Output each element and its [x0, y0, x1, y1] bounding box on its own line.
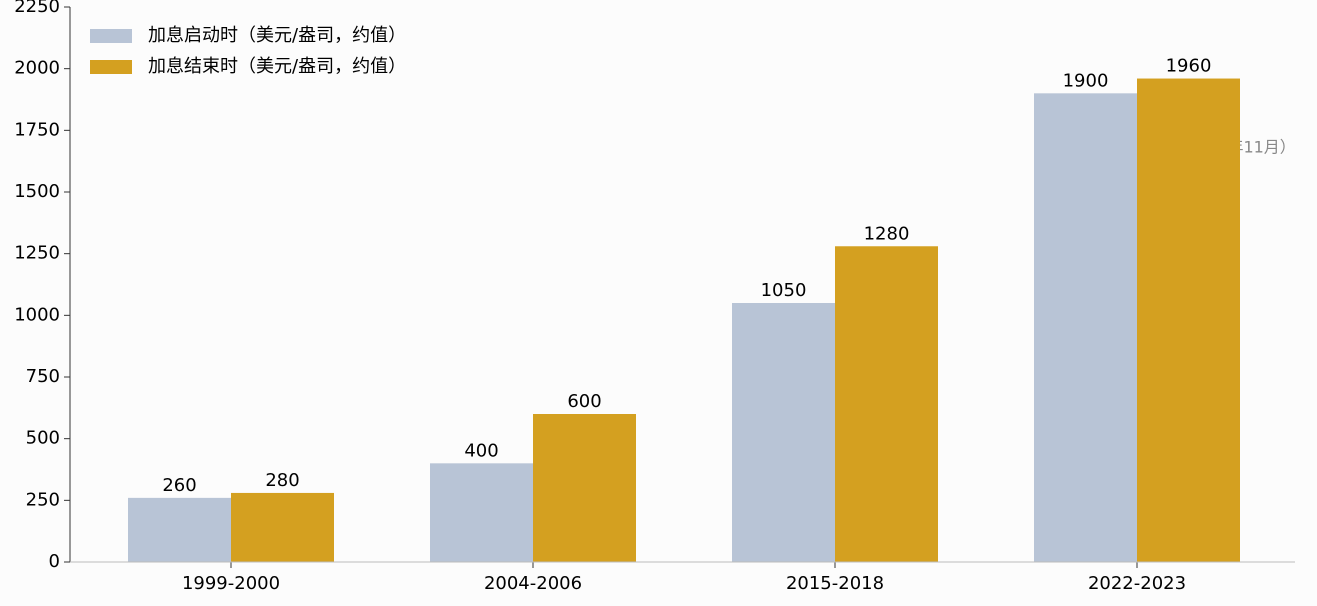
value-label: 1280 — [864, 223, 910, 244]
bar — [430, 463, 533, 562]
y-tick-label: 1500 — [14, 181, 60, 202]
bar — [732, 303, 835, 562]
x-tick-label: 2004-2006 — [484, 573, 582, 594]
y-tick-label: 0 — [49, 551, 60, 572]
bar — [128, 497, 231, 562]
y-tick-label: 750 — [26, 366, 60, 387]
legend-label: 加息结束时（美元/盎司，约值） — [148, 56, 406, 77]
bar — [1137, 78, 1240, 563]
x-tick-label: 2022-2023 — [1088, 573, 1186, 594]
value-label: 1960 — [1166, 56, 1212, 77]
value-label: 1900 — [1063, 70, 1109, 91]
x-tick-label: 2015-2018 — [786, 573, 884, 594]
legend-label: 加息启动时（美元/盎司，约值） — [148, 25, 406, 46]
value-label: 600 — [567, 391, 601, 412]
y-tick-label: 1250 — [14, 243, 60, 264]
bar — [835, 246, 938, 562]
value-label: 280 — [265, 470, 299, 491]
bar — [1034, 93, 1137, 562]
y-tick-label: 2250 — [14, 0, 60, 17]
value-label: 1050 — [761, 280, 807, 301]
y-tick-label: 500 — [26, 428, 60, 449]
value-label: 260 — [162, 475, 196, 496]
y-tick-label: 2000 — [14, 58, 60, 79]
y-tick-label: 250 — [26, 489, 60, 510]
legend-swatch — [90, 29, 132, 43]
y-tick-label: 1750 — [14, 119, 60, 140]
x-tick-label: 1999-2000 — [182, 573, 280, 594]
bar — [231, 492, 334, 562]
legend-swatch — [90, 60, 132, 74]
value-label: 400 — [464, 440, 498, 461]
bar — [533, 414, 636, 562]
y-tick-label: 1000 — [14, 304, 60, 325]
